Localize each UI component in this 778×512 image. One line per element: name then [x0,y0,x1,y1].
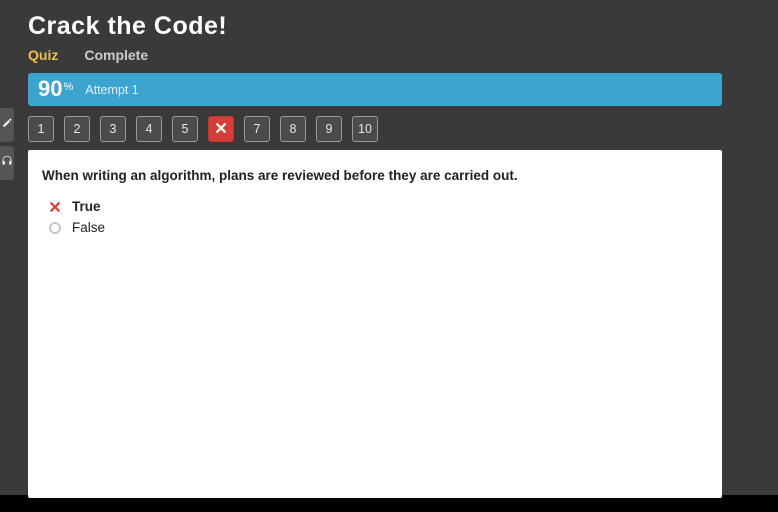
headphones-icon [1,154,13,172]
score-banner: 90% Attempt 1 [28,73,722,106]
side-tab-edit[interactable] [0,108,14,142]
score-percent-sign: % [63,81,73,93]
options-list: True False [48,199,708,235]
question-nav-3[interactable]: 3 [100,116,126,142]
question-nav: 1 2 3 4 5 7 8 9 10 [28,116,722,142]
question-nav-8[interactable]: 8 [280,116,306,142]
page-title: Crack the Code! [28,12,722,41]
question-nav-6-wrong[interactable] [208,116,234,142]
x-icon [215,122,227,137]
score-value: 90% [38,78,73,101]
question-nav-2[interactable]: 2 [64,116,90,142]
radio-unselected-icon [48,221,62,235]
side-tabs [0,108,14,180]
question-nav-9[interactable]: 9 [316,116,342,142]
tabs-row: Quiz Complete [28,47,722,63]
question-nav-7[interactable]: 7 [244,116,270,142]
question-nav-4[interactable]: 4 [136,116,162,142]
app-root: Crack the Code! Quiz Complete 90% Attemp… [0,0,778,495]
option-false-label: False [72,220,105,235]
wrong-mark-icon [48,200,62,214]
pencil-icon [1,116,13,134]
tab-complete[interactable]: Complete [84,47,148,63]
question-nav-5[interactable]: 5 [172,116,198,142]
option-true[interactable]: True [48,199,708,214]
question-nav-10[interactable]: 10 [352,116,378,142]
content-area: Crack the Code! Quiz Complete 90% Attemp… [0,0,778,498]
option-false[interactable]: False [48,220,708,235]
question-panel: When writing an algorithm, plans are rev… [28,150,722,498]
attempt-label: Attempt 1 [85,83,139,97]
score-number: 90 [38,76,62,101]
side-tab-audio[interactable] [0,146,14,180]
tab-quiz[interactable]: Quiz [28,47,58,63]
question-nav-1[interactable]: 1 [28,116,54,142]
option-true-label: True [72,199,101,214]
question-text: When writing an algorithm, plans are rev… [42,168,708,183]
